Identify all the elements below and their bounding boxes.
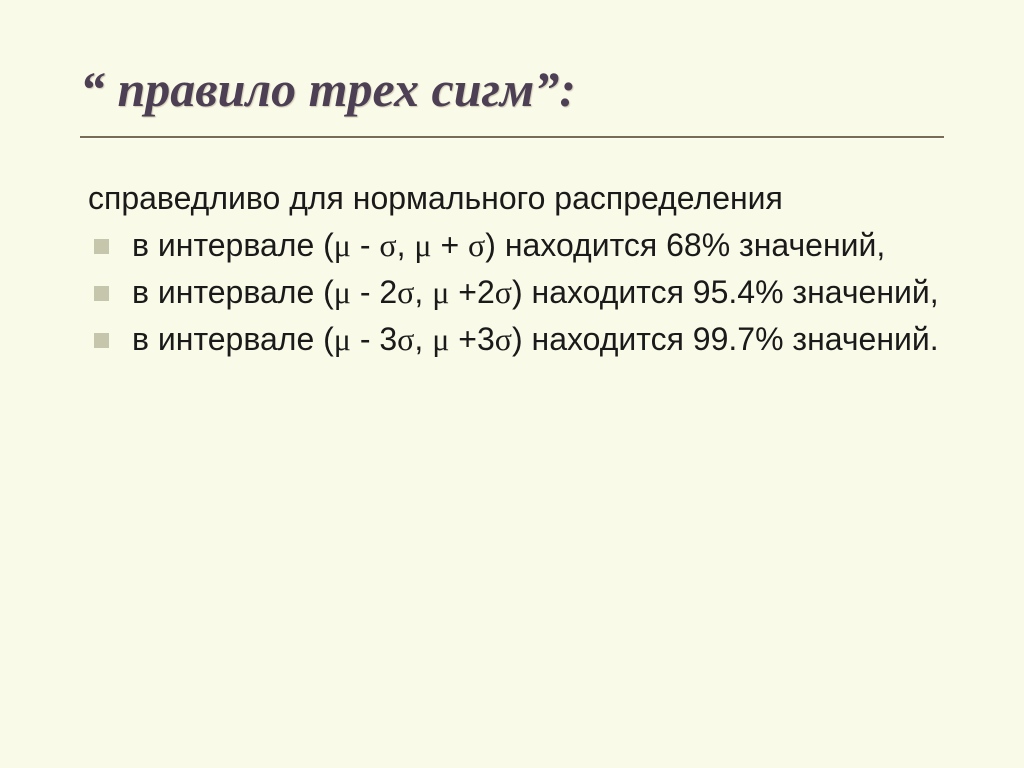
mu-symbol: μ [414, 227, 431, 263]
slide-title: “ правило трех сигм”: [80, 60, 944, 118]
intro-text: справедливо для нормального распределени… [88, 178, 944, 219]
text: 3 [477, 321, 495, 357]
text: , [397, 227, 415, 263]
sigma-symbol: σ [397, 321, 414, 357]
list-item: в интервале (μ - 2σ, μ +2σ) находится 95… [88, 272, 944, 313]
text: - [351, 274, 379, 310]
sigma-symbol: σ [495, 321, 512, 357]
text: , [414, 274, 432, 310]
text: в интервале ( [132, 227, 334, 263]
text: - [351, 321, 379, 357]
text: в интервале ( [132, 274, 334, 310]
text: - [351, 227, 379, 263]
text: + [449, 321, 477, 357]
text: ) находится 68% значений, [485, 227, 885, 263]
text: , [414, 321, 432, 357]
title-underline [80, 136, 944, 138]
slide-body: справедливо для нормального распределени… [80, 178, 944, 360]
list-item: в интервале (μ - σ, μ + σ) находится 68%… [88, 225, 944, 266]
list-item: в интервале (μ - 3σ, μ +3σ) находится 99… [88, 319, 944, 360]
text: в интервале ( [132, 321, 334, 357]
sigma-symbol: σ [397, 274, 414, 310]
mu-symbol: μ [334, 274, 351, 310]
text: ) находится 99.7% значений. [512, 321, 939, 357]
mu-symbol: μ [334, 227, 351, 263]
text: ) находится 95.4% значений, [512, 274, 939, 310]
slide: “ правило трех сигм”: справедливо для но… [0, 0, 1024, 768]
sigma-symbol: σ [379, 227, 396, 263]
text: + [432, 227, 468, 263]
sigma-symbol: σ [495, 274, 512, 310]
bullet-list: в интервале (μ - σ, μ + σ) находится 68%… [88, 225, 944, 360]
text: 2 [379, 274, 397, 310]
text: 2 [477, 274, 495, 310]
mu-symbol: μ [432, 321, 449, 357]
mu-symbol: μ [334, 321, 351, 357]
text: + [449, 274, 477, 310]
sigma-symbol: σ [468, 227, 485, 263]
mu-symbol: μ [432, 274, 449, 310]
text: 3 [379, 321, 397, 357]
